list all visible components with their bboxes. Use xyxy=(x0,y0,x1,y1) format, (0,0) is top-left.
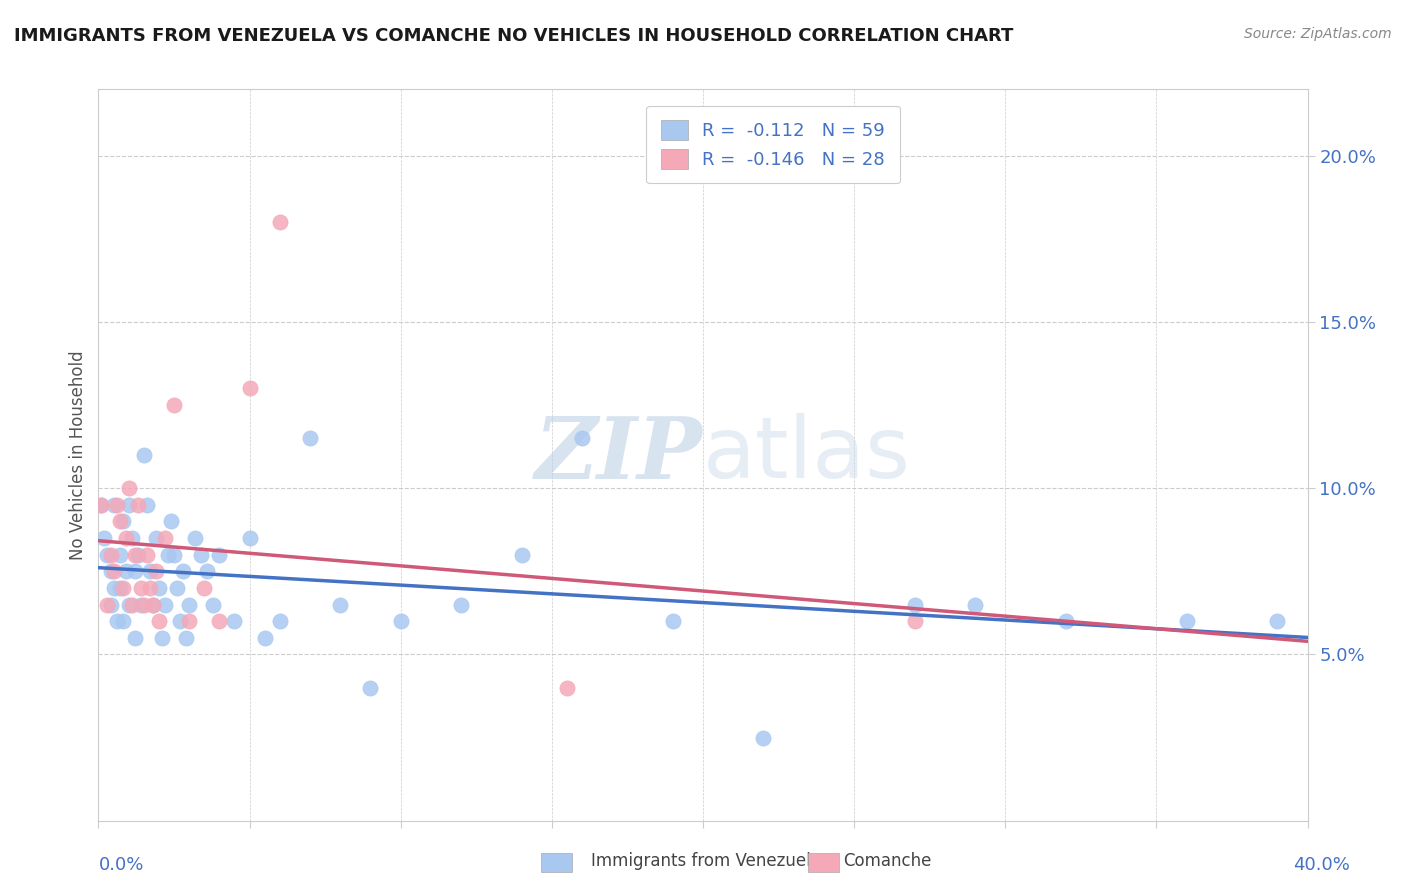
Point xyxy=(103,564,125,578)
Point xyxy=(103,581,125,595)
Point xyxy=(360,681,382,695)
Point xyxy=(124,548,146,562)
Point xyxy=(224,614,246,628)
Point xyxy=(202,598,225,612)
Point xyxy=(127,498,149,512)
Legend: R =  -0.112   N = 59, R =  -0.146   N = 28: R = -0.112 N = 59, R = -0.146 N = 28 xyxy=(647,105,900,183)
Text: IMMIGRANTS FROM VENEZUELA VS COMANCHE NO VEHICLES IN HOUSEHOLD CORRELATION CHART: IMMIGRANTS FROM VENEZUELA VS COMANCHE NO… xyxy=(14,27,1014,45)
Point xyxy=(114,564,136,578)
Point xyxy=(904,598,927,612)
Point xyxy=(179,614,201,628)
Point xyxy=(129,598,152,612)
Point xyxy=(1175,614,1198,628)
Point xyxy=(121,531,143,545)
Point xyxy=(208,614,231,628)
Point xyxy=(100,564,122,578)
Point xyxy=(127,548,149,562)
Point xyxy=(965,598,987,612)
Point xyxy=(166,581,188,595)
Point xyxy=(129,581,152,595)
Text: Immigrants from Venezuela: Immigrants from Venezuela xyxy=(591,852,820,870)
Point xyxy=(139,564,162,578)
Point xyxy=(163,548,186,562)
Point xyxy=(179,598,201,612)
Point xyxy=(118,481,141,495)
Point xyxy=(153,598,176,612)
Point xyxy=(571,431,593,445)
Point xyxy=(96,598,118,612)
Point xyxy=(148,614,170,628)
Point xyxy=(135,548,157,562)
Point xyxy=(96,548,118,562)
Point xyxy=(1267,614,1289,628)
Point xyxy=(111,515,134,529)
Point xyxy=(100,598,122,612)
Point xyxy=(142,598,165,612)
Point xyxy=(108,548,131,562)
Point xyxy=(269,215,291,229)
Point xyxy=(150,631,173,645)
Point xyxy=(450,598,472,612)
Point xyxy=(1054,614,1077,628)
Point xyxy=(111,614,134,628)
Point xyxy=(190,548,212,562)
Point xyxy=(208,548,231,562)
Point xyxy=(329,598,352,612)
Point xyxy=(269,614,291,628)
Point xyxy=(153,531,176,545)
Point xyxy=(108,581,131,595)
Text: Comanche: Comanche xyxy=(844,852,932,870)
Text: 40.0%: 40.0% xyxy=(1294,856,1350,874)
Text: atlas: atlas xyxy=(703,413,911,497)
Point xyxy=(118,598,141,612)
Text: Source: ZipAtlas.com: Source: ZipAtlas.com xyxy=(1244,27,1392,41)
Point xyxy=(124,631,146,645)
Point xyxy=(239,381,262,395)
Point xyxy=(93,531,115,545)
Point xyxy=(103,498,125,512)
Point xyxy=(172,564,194,578)
Point xyxy=(239,531,262,545)
Point xyxy=(124,564,146,578)
Point xyxy=(142,598,165,612)
Y-axis label: No Vehicles in Household: No Vehicles in Household xyxy=(69,350,87,560)
Point xyxy=(118,498,141,512)
Point xyxy=(132,448,155,462)
Point xyxy=(299,431,322,445)
Point xyxy=(184,531,207,545)
Point xyxy=(661,614,683,628)
Point xyxy=(163,398,186,412)
Point xyxy=(114,531,136,545)
Point xyxy=(148,581,170,595)
Point xyxy=(389,614,412,628)
Point xyxy=(100,548,122,562)
Point xyxy=(169,614,191,628)
Point xyxy=(555,681,578,695)
Point xyxy=(510,548,533,562)
Point xyxy=(105,614,128,628)
Point xyxy=(904,614,927,628)
Text: ZIP: ZIP xyxy=(536,413,703,497)
Point xyxy=(121,598,143,612)
Point xyxy=(90,498,112,512)
Point xyxy=(90,498,112,512)
Point xyxy=(174,631,197,645)
Point xyxy=(160,515,183,529)
Point xyxy=(156,548,179,562)
Point xyxy=(132,598,155,612)
Point xyxy=(105,498,128,512)
Point xyxy=(139,581,162,595)
Point xyxy=(193,581,215,595)
Point xyxy=(195,564,218,578)
Point xyxy=(145,531,167,545)
Text: 0.0%: 0.0% xyxy=(98,856,143,874)
Point xyxy=(145,564,167,578)
Point xyxy=(752,731,775,745)
Point xyxy=(111,581,134,595)
Point xyxy=(108,515,131,529)
Point xyxy=(135,498,157,512)
Point xyxy=(253,631,276,645)
